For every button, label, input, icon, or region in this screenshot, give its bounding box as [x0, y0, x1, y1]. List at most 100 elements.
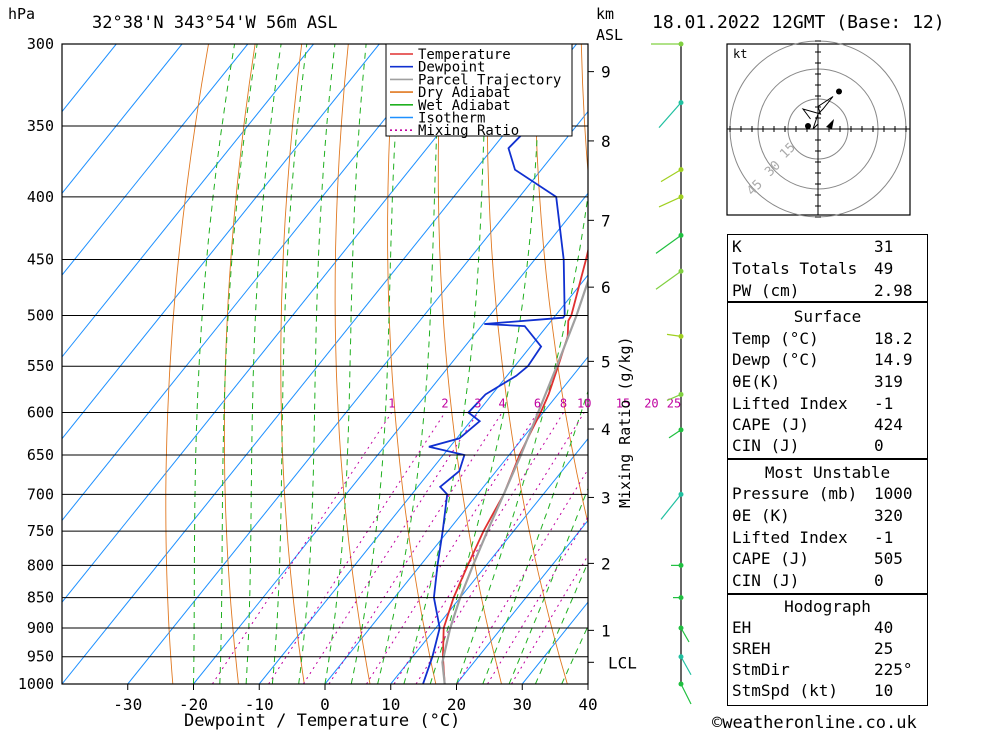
pressure-tick-label: 650 [27, 446, 54, 464]
x-tick-label: 20 [447, 695, 466, 714]
pressure-tick-label: 850 [27, 589, 54, 607]
hodograph-panel: Hodograph EH 40 SREH 25 StmDir 225° StmSpd … [727, 594, 928, 706]
wind-level-dot [678, 427, 684, 433]
wind-level-dot [678, 595, 684, 601]
height-tick-label: 4 [601, 420, 611, 439]
hodograph-end-dot [836, 88, 842, 95]
temperature-line [441, 247, 588, 684]
plot-frame [61, 43, 589, 685]
hodo-row: StmDir 225° [732, 660, 913, 679]
surface-row: CIN (J) 0 [732, 436, 884, 455]
height-tick-label: 9 [601, 63, 611, 82]
isotherm-line [324, 356, 588, 684]
isotherm-line [62, 44, 314, 358]
wet-adiabat-line [482, 389, 588, 684]
wind-barb [658, 102, 682, 129]
surface-panel: Surface Temp (°C) 18.2 Dewp (°C) 14.9 θE(K… [727, 302, 928, 459]
mixing-ratio-label: 2 [441, 396, 448, 410]
mixing-ratio-label: 25 [667, 396, 681, 410]
pressure-tick-label: 400 [27, 188, 54, 206]
mixing-ratio-label: 10 [577, 396, 591, 410]
height-tick-label: 3 [601, 488, 611, 507]
legend-label: Dewpoint [418, 60, 485, 76]
location-title: 32°38'N 343°54'W 56m ASL [92, 13, 338, 33]
isotherm-line [258, 274, 588, 684]
datetime-title: 18.01.2022 12GMT (Base: 12) [652, 12, 945, 33]
dry-adiabat-line [280, 44, 305, 684]
isotherm-line [62, 44, 446, 522]
surface-row: Temp (°C) 18.2 [732, 329, 913, 348]
dry-adiabat-line [223, 44, 256, 684]
hodo-row: StmSpd (kt) 10 [732, 681, 894, 700]
mixing-ratio-line [328, 412, 503, 684]
mixing-ratio-line [302, 412, 479, 684]
pressure-tick-label: 800 [27, 556, 54, 574]
wind-barb [666, 393, 682, 401]
pressure-tick-label: 750 [27, 522, 54, 540]
height-tick-label: LCL [608, 653, 637, 672]
legend-label: Temperature [418, 47, 511, 63]
pressure-tick-label: 500 [27, 307, 54, 325]
mu-row: Lifted Index -1 [732, 528, 894, 547]
pressure-tick-label: 550 [27, 357, 54, 375]
wet-adiabat-line [271, 44, 308, 684]
wind-level-dot [678, 562, 684, 568]
legend-label: Isotherm [418, 111, 485, 127]
x-tick-label: 30 [513, 695, 532, 714]
hodograph-unit: kt [733, 47, 747, 61]
isotherm-line [127, 110, 588, 684]
axes: 3003504004505005506006507007508008509009… [18, 35, 681, 714]
wet-adiabat-line [403, 44, 489, 684]
isotherm-line [62, 44, 380, 440]
isotherm-line [62, 44, 117, 113]
mixing-ratio-line [456, 468, 588, 684]
dry-adiabat-line [387, 44, 437, 684]
x-tick-label: 40 [578, 695, 597, 714]
wind-level-dot [678, 491, 684, 497]
isotherm-line [62, 44, 249, 276]
wind-barb [655, 234, 682, 254]
pressure-tick-label: 1000 [18, 675, 54, 693]
wind-level-dot [678, 232, 684, 238]
wet-adiabat-line [429, 44, 542, 684]
legend-label: Wet Adiabat [418, 98, 511, 114]
wind-barb [655, 270, 682, 290]
x-tick-label: -30 [113, 695, 142, 714]
pressure-tick-label: 900 [27, 619, 54, 637]
mixing-ratio-line [511, 554, 588, 684]
mixing-ratio-label: 15 [616, 396, 630, 410]
mu-row: CAPE (J) 505 [732, 549, 903, 568]
storm-motion-arrow [826, 119, 834, 129]
mixing-ratio-label: 1 [388, 396, 395, 410]
indices-panel: K 31 Totals Totals 49 PW (cm) 2.98 [727, 234, 928, 302]
x-tick-label: 10 [381, 695, 400, 714]
surface-row: Dewp (°C) 14.9 [732, 350, 913, 369]
wet-adiabat-line [324, 44, 367, 684]
isotherm-line [62, 44, 577, 684]
mu-row: CIN (J) 0 [732, 571, 884, 590]
wind-barb [660, 169, 682, 183]
wind-level-dot [678, 681, 684, 687]
wind-level-dot [678, 100, 684, 106]
footer-credit: ©weatheronline.co.uk [712, 713, 917, 733]
isotherm-line [390, 437, 588, 684]
x-tick-label: -10 [245, 695, 274, 714]
wind-level-dot [678, 167, 684, 173]
pressure-tick-label: 600 [27, 403, 54, 421]
height-tick-label: 6 [601, 278, 611, 297]
height-unit: km [596, 5, 614, 23]
surface-row: θE(K) 319 [732, 372, 903, 391]
wet-adiabat-line [245, 44, 282, 684]
wind-barbs [651, 41, 692, 705]
wind-level-dot [678, 268, 684, 274]
surface-row: Lifted Index -1 [732, 394, 894, 413]
dry-adiabat-line [334, 44, 371, 684]
mixing-ratio-label: 3 [474, 396, 481, 410]
index-row-totals: Totals Totals 49 [732, 259, 894, 278]
surface-title: Surface [793, 307, 862, 326]
height-tick-label: 8 [601, 132, 611, 151]
pressure-tick-label: 450 [27, 251, 54, 269]
wind-barb [660, 494, 682, 520]
height-tick-label: 5 [601, 352, 611, 371]
